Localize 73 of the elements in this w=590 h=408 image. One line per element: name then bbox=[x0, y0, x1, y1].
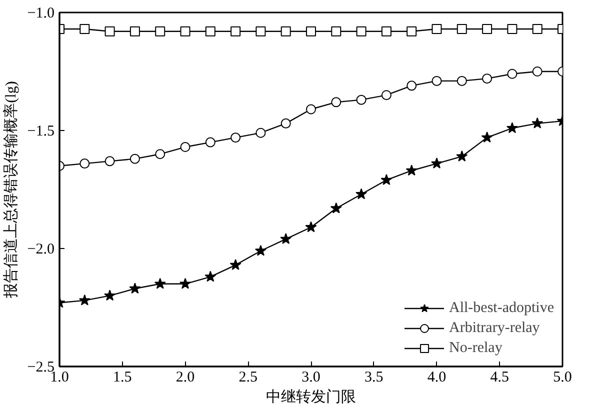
x-tick-label: 3.0 bbox=[302, 370, 320, 386]
y-tick-label: −1.0 bbox=[27, 6, 55, 22]
point bbox=[256, 128, 266, 138]
legend-label: Arbitrary-relay bbox=[449, 320, 540, 336]
x-tick-label: 5.0 bbox=[553, 370, 572, 386]
point bbox=[482, 24, 492, 34]
point bbox=[380, 174, 392, 186]
point bbox=[154, 278, 166, 289]
point bbox=[104, 290, 116, 301]
point bbox=[78, 294, 90, 306]
point bbox=[80, 158, 90, 169]
point bbox=[254, 244, 266, 256]
point bbox=[532, 66, 542, 76]
point bbox=[129, 282, 141, 294]
point bbox=[306, 26, 316, 36]
point bbox=[330, 202, 342, 214]
point bbox=[456, 150, 468, 162]
point bbox=[331, 26, 342, 36]
point bbox=[456, 24, 467, 34]
point bbox=[306, 104, 316, 114]
point bbox=[180, 142, 190, 152]
x-tick-label: 4.0 bbox=[427, 370, 446, 386]
point bbox=[155, 26, 166, 36]
point bbox=[406, 26, 417, 36]
point bbox=[230, 132, 241, 143]
point bbox=[507, 68, 518, 79]
x-tick-label: 1.5 bbox=[113, 370, 132, 386]
x-tick-label: 4.5 bbox=[490, 370, 509, 386]
point bbox=[305, 221, 317, 232]
point bbox=[205, 26, 216, 36]
point bbox=[406, 164, 418, 176]
point bbox=[180, 26, 190, 36]
point bbox=[155, 149, 166, 160]
point bbox=[481, 132, 493, 143]
y-tick-label: −2.0 bbox=[27, 242, 55, 258]
point bbox=[104, 156, 115, 166]
point bbox=[456, 76, 467, 86]
x-tick-label: 3.5 bbox=[364, 370, 384, 386]
point bbox=[506, 122, 518, 134]
point bbox=[230, 26, 241, 36]
point bbox=[204, 270, 216, 282]
y-axis-title: 报告信道上总得错误传输概率(lg) bbox=[2, 81, 20, 299]
point bbox=[532, 24, 542, 34]
point bbox=[280, 118, 291, 128]
point bbox=[356, 94, 366, 105]
y-tick-label: −1.5 bbox=[27, 124, 55, 140]
point bbox=[406, 80, 417, 91]
point bbox=[432, 24, 442, 34]
point bbox=[104, 26, 115, 36]
point bbox=[130, 26, 140, 36]
legend-label: No-relay bbox=[449, 340, 502, 356]
legend-label: All-best-adoptive bbox=[449, 300, 554, 316]
point bbox=[280, 26, 291, 36]
point bbox=[130, 154, 140, 164]
point bbox=[432, 76, 442, 86]
x-tick-label: 2.0 bbox=[176, 370, 195, 386]
point bbox=[381, 26, 392, 36]
point bbox=[331, 97, 342, 108]
point bbox=[356, 26, 366, 36]
x-axis-title: 中继转发门限 bbox=[266, 388, 356, 406]
point bbox=[507, 24, 518, 34]
point bbox=[280, 233, 292, 244]
x-tick-label: 2.5 bbox=[238, 370, 258, 386]
point bbox=[230, 259, 242, 270]
point bbox=[256, 26, 266, 36]
point bbox=[205, 137, 216, 148]
point bbox=[482, 74, 492, 84]
point bbox=[431, 158, 442, 168]
point bbox=[381, 90, 392, 100]
point bbox=[532, 117, 544, 128]
point bbox=[180, 278, 191, 289]
point bbox=[80, 24, 90, 34]
point bbox=[356, 188, 368, 200]
